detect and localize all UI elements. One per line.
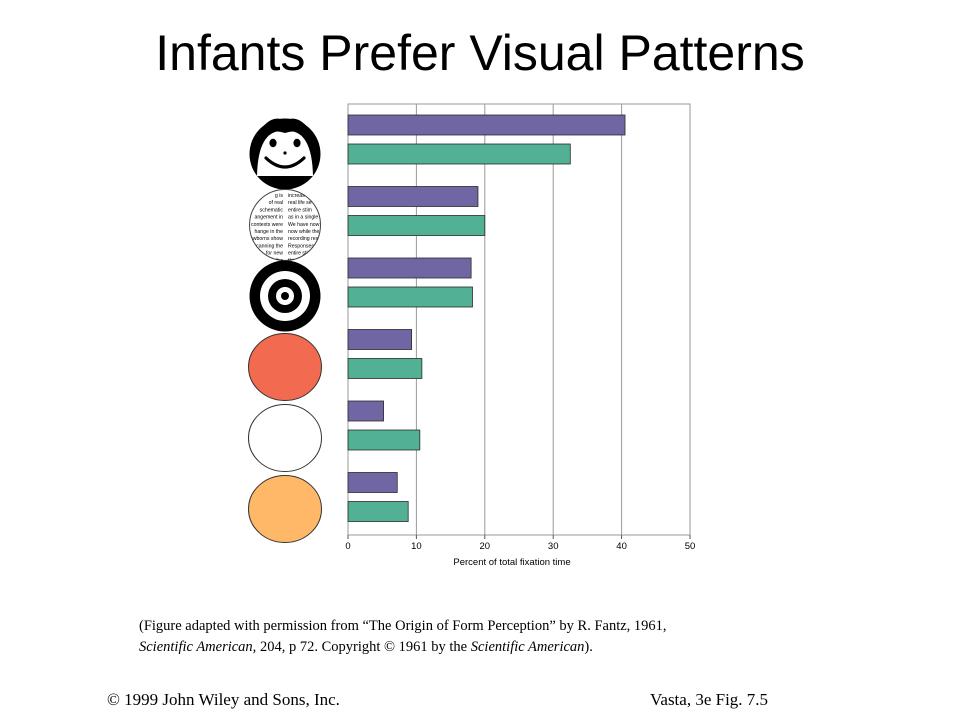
bar-chart: 0 10 20 30 40 50 Percent of total fixation ti… bbox=[248, 103, 695, 568]
stimulus-text-line: Responses bbox=[288, 243, 314, 249]
stimulus-text-line: real life se bbox=[288, 200, 312, 206]
slide-title: Infants Prefer Visual Patterns bbox=[155, 25, 805, 81]
x-axis-label: Percent of total fixation time bbox=[453, 557, 570, 568]
caption-text-2: 204, p 72. Copyright © 1961 by the bbox=[256, 639, 471, 655]
figure-caption: (Figure adapted with permission from “Th… bbox=[139, 616, 859, 658]
stimulus-text-line: now while the bbox=[288, 229, 320, 235]
face-mouth bbox=[264, 156, 306, 169]
caption-journal-2: Scientific American bbox=[470, 639, 585, 655]
bar bbox=[347, 286, 473, 308]
stimulus-text-line: entire stim bbox=[288, 207, 312, 213]
grid-layer bbox=[347, 103, 691, 539]
stimulus-text-line: angement in bbox=[254, 215, 283, 221]
x-tick-label: 0 bbox=[345, 541, 350, 552]
bar bbox=[347, 400, 384, 422]
stimulus-text-line: hange in the bbox=[254, 229, 283, 235]
bar bbox=[347, 143, 571, 165]
stimulus-text-line: ewborns show bbox=[250, 236, 283, 242]
bar bbox=[347, 472, 398, 493]
yellow-circle-stimulus bbox=[248, 475, 322, 543]
x-tick-label: 30 bbox=[548, 541, 559, 552]
stimulus-text-line: for new bbox=[266, 251, 283, 257]
red-circle-stimulus bbox=[248, 333, 322, 401]
stimulus-text-line: of real bbox=[269, 200, 283, 206]
bar bbox=[347, 358, 423, 379]
bullseye-center bbox=[281, 292, 289, 300]
stimulus-text-line: canning the bbox=[256, 243, 283, 249]
face-hair bbox=[255, 118, 315, 138]
stimulus-text-line: recording res bbox=[288, 236, 319, 242]
bar bbox=[347, 501, 409, 522]
x-tick-label: 20 bbox=[480, 541, 491, 552]
bar bbox=[347, 114, 626, 136]
stimulus-text-line: as in a single bbox=[288, 215, 318, 221]
stimulus-text-line: g is bbox=[275, 193, 283, 199]
x-tick-label: 10 bbox=[411, 541, 422, 552]
caption-text-3: ). bbox=[584, 639, 593, 655]
x-tick-label: 40 bbox=[616, 541, 627, 552]
bars-layer bbox=[347, 114, 626, 522]
stimulus-text-line: We have now bbox=[288, 222, 320, 228]
caption-text-1: (Figure adapted with permission from “Th… bbox=[139, 618, 667, 634]
stimulus-text-line: increas bbox=[288, 193, 305, 199]
stimulus-text-line: the bbox=[276, 258, 283, 264]
face-nose bbox=[283, 151, 287, 155]
stimulus-text-line: schematic bbox=[260, 207, 284, 213]
stimulus-text-line: contexts were bbox=[251, 222, 283, 228]
face-eye-right bbox=[293, 138, 301, 148]
x-tick-label: 50 bbox=[685, 541, 696, 552]
footer-figure-ref: Vasta, 3e Fig. 7.5 bbox=[650, 690, 769, 709]
stimulus-text-line: entire stim bbox=[288, 251, 312, 257]
plot-frame bbox=[347, 103, 691, 536]
caption-journal-1: Scientific American, bbox=[139, 639, 257, 655]
bar bbox=[347, 215, 486, 236]
bar bbox=[347, 429, 421, 451]
bar bbox=[347, 329, 413, 350]
white-circle-stimulus bbox=[248, 404, 322, 472]
face-eye-left bbox=[269, 138, 277, 148]
bar bbox=[347, 257, 472, 279]
ticks-layer: 0 10 20 30 40 50 bbox=[345, 541, 695, 552]
bar bbox=[347, 186, 479, 207]
footer-copyright: © 1999 John Wiley and Sons, Inc. bbox=[107, 690, 340, 709]
